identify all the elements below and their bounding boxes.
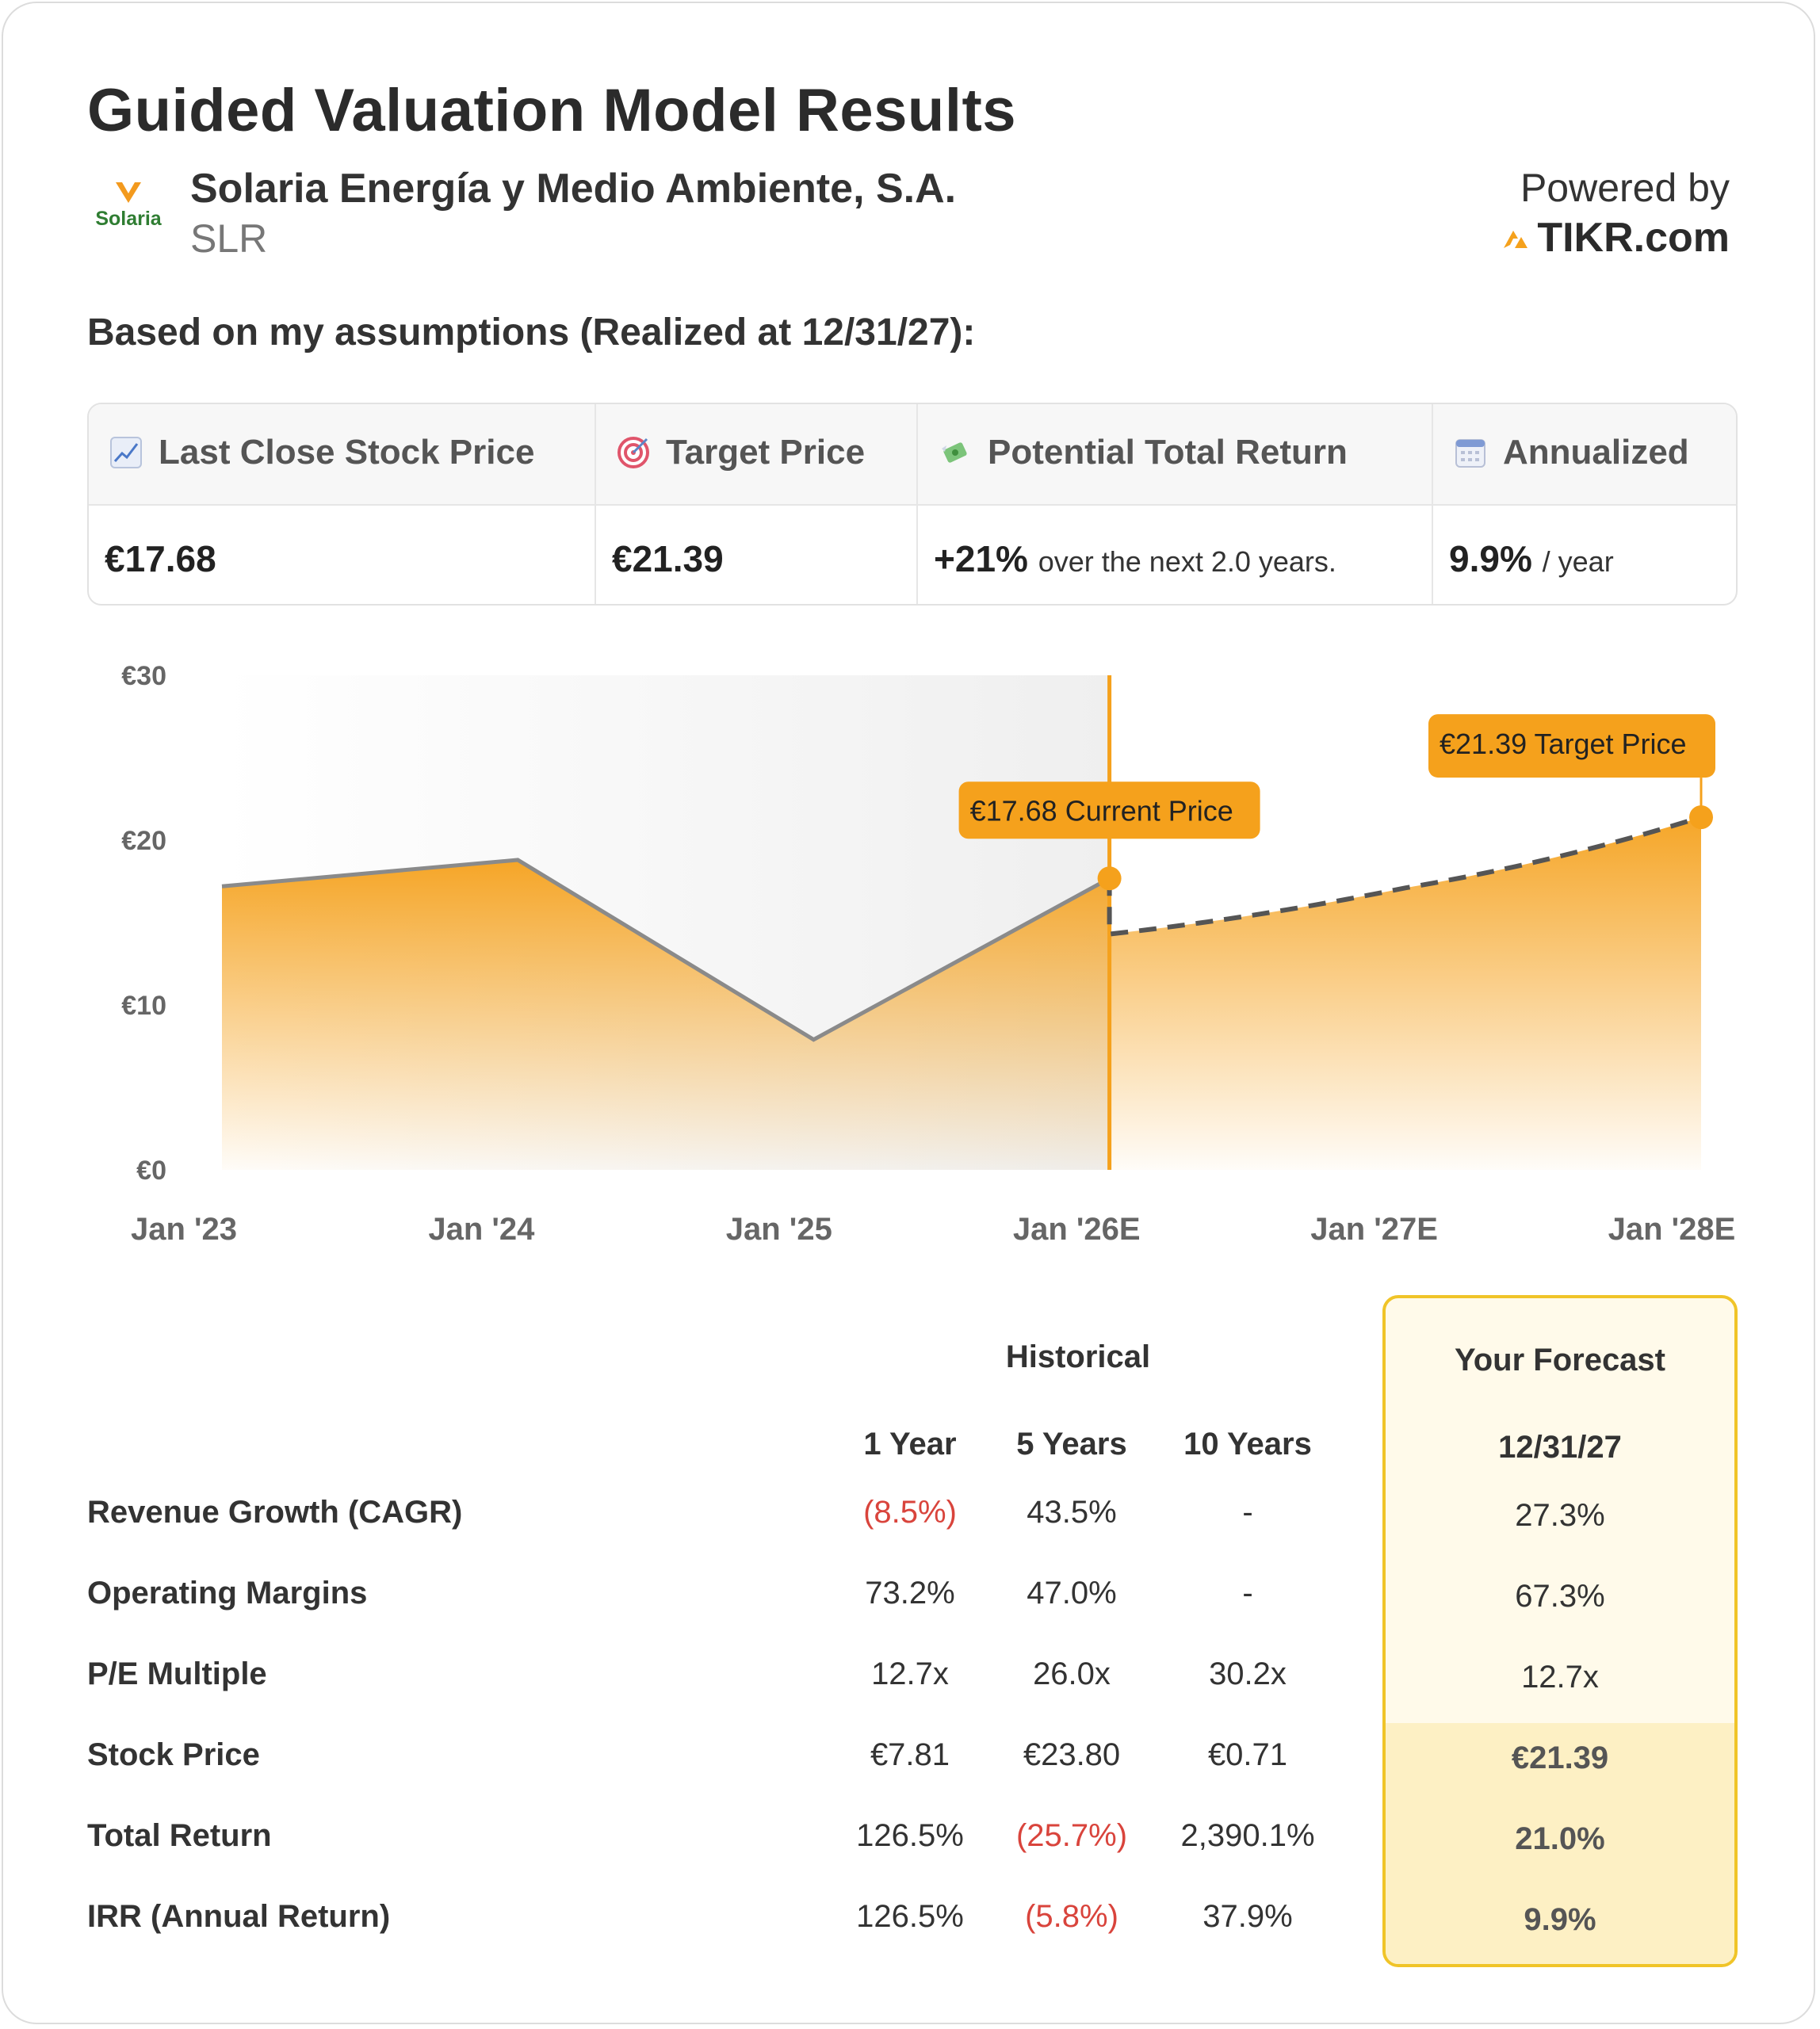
x-tick-label: Jan '24 <box>428 1212 535 1247</box>
table-cell: 37.9% <box>1202 1899 1293 1934</box>
forecast-cell: 21.0% <box>1515 1821 1605 1856</box>
forecast-cell: €21.39 <box>1511 1741 1609 1775</box>
logo-text: Solaria <box>95 208 162 230</box>
money-with-wings-icon <box>942 442 967 463</box>
table-cell: 43.5% <box>1027 1495 1117 1530</box>
forecast-cell: 67.3% <box>1515 1579 1605 1614</box>
calendar-icon <box>1455 439 1485 468</box>
summary-value-suffix: / year <box>1542 545 1614 578</box>
y-tick-label: €10 <box>121 991 166 1021</box>
summary-value-suffix: over the next 2.0 years. <box>1038 545 1336 578</box>
summary-col-last-close: Last Close Stock Price €17.68 <box>89 404 596 604</box>
powered-by-label: Powered by <box>1520 166 1730 210</box>
page-title: Guided Valuation Model Results <box>87 77 1017 144</box>
table-cell: - <box>1242 1576 1253 1611</box>
solaria-logo-icon <box>116 182 141 203</box>
table-cell: (5.8%) <box>1025 1899 1118 1934</box>
table-cell: 26.0x <box>1033 1656 1111 1691</box>
ticker-symbol: SLR <box>190 216 268 261</box>
target-price-point <box>1689 805 1713 830</box>
forecast-price-line <box>1107 815 1702 937</box>
summary-col-total-return: Potential Total Return +21% over the nex… <box>918 404 1433 604</box>
col-header-1-year: 1 Year <box>863 1427 957 1462</box>
forecast-area <box>1109 817 1701 1170</box>
historical-heading: Historical <box>1005 1339 1151 1374</box>
table-cell: 126.5% <box>856 1899 964 1934</box>
company-name: Solaria Energía y Medio Ambiente, S.A. <box>190 166 957 212</box>
row-label: P/E Multiple <box>87 1656 267 1691</box>
target-price-callout: €21.39 Target Price <box>1428 714 1715 778</box>
row-label: Total Return <box>87 1818 272 1853</box>
forecast-date: 12/31/27 <box>1498 1430 1622 1465</box>
target-icon <box>618 437 649 468</box>
table-cell: €23.80 <box>1023 1737 1121 1772</box>
table-cell: 47.0% <box>1027 1576 1117 1611</box>
forecast-column: Your Forecast 12/31/27 <box>1382 1295 1738 1967</box>
current-price-label: €17.68 Current Price <box>970 794 1233 827</box>
x-tick-label: Jan '23 <box>131 1212 237 1247</box>
y-tick-label: €0 <box>136 1156 166 1186</box>
summary-col-target: Target Price €21.39 <box>596 404 918 604</box>
table-cell: - <box>1242 1495 1253 1530</box>
current-price-point <box>1097 866 1122 891</box>
forecast-heading: Your Forecast <box>1455 1343 1665 1378</box>
summary-value: 9.9% <box>1449 538 1532 579</box>
forecast-highlight <box>1386 1723 1734 1964</box>
col-header-5-years: 5 Years <box>1016 1427 1127 1462</box>
assumptions-heading: Based on my assumptions (Realized at 12/… <box>87 311 976 353</box>
summary-col-annualized: Annualized 9.9% / year <box>1433 404 1736 604</box>
brand-name: TIKR.com <box>1537 215 1730 261</box>
y-tick-label: €30 <box>121 661 166 691</box>
historical-area <box>222 859 1110 1170</box>
forecast-cell: 12.7x <box>1521 1660 1599 1695</box>
table-cell: 126.5% <box>856 1818 964 1853</box>
table-cell: 2,390.1% <box>1180 1818 1315 1853</box>
x-tick-label: Jan '28E <box>1608 1212 1736 1247</box>
summary-table: Last Close Stock Price €17.68 Target Pri… <box>87 403 1738 606</box>
historical-price-line <box>221 858 1111 1042</box>
x-tick-label: Jan '26E <box>1013 1212 1141 1247</box>
summary-value: €17.68 <box>105 538 216 579</box>
table-cell: €7.81 <box>870 1737 950 1772</box>
table-cell: (25.7%) <box>1015 1818 1128 1853</box>
row-label: IRR (Annual Return) <box>87 1899 391 1934</box>
table-cell: 73.2% <box>865 1576 955 1611</box>
row-label: Stock Price <box>87 1737 260 1772</box>
summary-label: Potential Total Return <box>988 433 1348 472</box>
summary-label: Annualized <box>1503 433 1689 472</box>
row-label: Revenue Growth (CAGR) <box>87 1495 463 1530</box>
table-cell: (8.5%) <box>863 1495 957 1530</box>
y-tick-label: €20 <box>121 826 166 856</box>
chart-increasing-icon <box>110 437 142 468</box>
current-price-callout: €17.68 Current Price <box>958 781 1260 839</box>
summary-label: Target Price <box>666 433 866 472</box>
table-cell: 30.2x <box>1209 1656 1287 1691</box>
summary-value: +21% <box>934 538 1028 579</box>
col-header-10-years: 10 Years <box>1183 1427 1312 1462</box>
table-cell: 12.7x <box>871 1656 949 1691</box>
tikr-brand[interactable]: TIKR.com <box>1502 214 1730 262</box>
row-label: Operating Margins <box>87 1576 368 1611</box>
forecast-cell: 9.9% <box>1524 1902 1596 1937</box>
company-logo: Solaria <box>89 179 168 235</box>
tikr-logo-icon <box>1504 231 1528 248</box>
forecast-cell: 27.3% <box>1515 1498 1605 1533</box>
table-cell: €0.71 <box>1207 1737 1288 1772</box>
x-tick-label: Jan '27E <box>1310 1212 1438 1247</box>
target-price-label: €21.39 Target Price <box>1440 728 1687 760</box>
price-chart: €0 €10 €20 €30 Jan '23 Jan '24 Jan '25 Jan '26… <box>121 661 1736 1247</box>
summary-value: €21.39 <box>612 538 724 579</box>
summary-label: Last Close Stock Price <box>159 433 535 472</box>
x-tick-label: Jan '25 <box>726 1212 832 1247</box>
